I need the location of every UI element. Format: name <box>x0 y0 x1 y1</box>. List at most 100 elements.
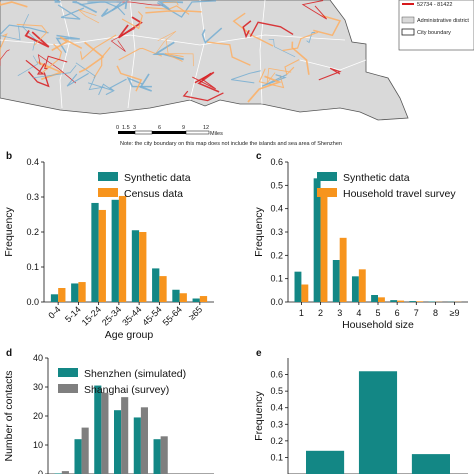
scale-tick-2: 3 <box>133 125 136 131</box>
bar-c-s1-3 <box>358 269 366 302</box>
y-tick-label: 0.6 <box>270 370 283 380</box>
route-line <box>165 38 194 67</box>
x-tick-label: 6 <box>395 308 400 318</box>
x-tick-label: 0-4 <box>46 304 62 320</box>
bar-b-s1-2 <box>98 209 106 302</box>
x-tick-label: ≥65 <box>187 304 205 322</box>
bar-c-s1-4 <box>378 297 385 302</box>
route-line <box>249 21 294 37</box>
bar-e-s0-1 <box>358 371 398 474</box>
bar-b-s0-3 <box>111 199 119 302</box>
legend-label: Census data <box>124 188 183 200</box>
y-tick-label: 0.2 <box>270 436 283 446</box>
map-scale-bar: 0 1.5 3 6 9 12 Miles <box>116 125 223 137</box>
y-tick-label: 0.3 <box>26 192 39 202</box>
bar-b-s0-1 <box>71 283 79 302</box>
chart-b: 0.00.10.20.30.40-4 5-1415-2425-3435-4445-… <box>3 157 214 341</box>
route-line <box>51 36 83 52</box>
route-line <box>121 11 143 30</box>
route-line <box>57 4 85 20</box>
y-tick-label: 0.6 <box>270 157 283 167</box>
legend-label: Household travel survey <box>343 188 456 200</box>
x-tick-label: 3 <box>337 308 342 318</box>
scale-tick-1: 1.5 <box>122 125 130 131</box>
route-line <box>145 10 202 14</box>
route-line <box>157 1 184 10</box>
scale-unit: Miles <box>210 131 223 137</box>
route-line <box>93 46 111 79</box>
route-line <box>282 31 319 52</box>
route-line <box>291 41 310 75</box>
route-line <box>182 90 224 102</box>
route-line <box>117 16 143 39</box>
route-line <box>306 31 316 44</box>
x-tick-label: 5 <box>375 308 380 318</box>
route-line <box>0 49 10 66</box>
bar-d-s1-1 <box>81 427 89 474</box>
bar-c-s1-5 <box>397 300 405 302</box>
panel-label-c: c <box>256 151 262 162</box>
y-tick-label: 0.4 <box>270 403 283 413</box>
route-line <box>284 59 300 76</box>
route-line <box>78 9 100 24</box>
y-axis-label: Frequency <box>253 390 265 440</box>
y-tick-label: 20 <box>33 411 43 421</box>
route-line <box>318 67 342 81</box>
x-tick-label: 45-54 <box>140 304 163 327</box>
bar-d-s1-0 <box>61 471 69 474</box>
x-tick-label: 1 <box>299 308 304 318</box>
bar-e-s0-2 <box>411 454 450 474</box>
route-line <box>32 65 77 79</box>
bar-c-s0-1 <box>313 178 321 302</box>
bar-d-s1-2 <box>101 392 109 474</box>
bar-c-s0-2 <box>332 260 340 302</box>
bar-d-s0-3 <box>114 410 122 474</box>
bar-b-s1-5 <box>159 276 167 302</box>
y-tick-label: 0.1 <box>270 452 283 462</box>
bar-b-s1-4 <box>139 232 147 302</box>
route-line <box>268 38 296 58</box>
route-line <box>72 1 98 14</box>
route-line <box>139 73 153 92</box>
chart-e: 0.1 0.2 0.3 0.4 0.5 0.6 Frequency <box>253 358 468 474</box>
legend-swatch <box>58 384 78 393</box>
chart-c: 0.0 0.1 0.2 0.3 0.4 0.5 0.6 1 2 3 4 5 6 7 8 ≥9 Household… <box>253 157 468 331</box>
travel-routes <box>0 0 342 103</box>
bar-c-s1-2 <box>339 237 347 302</box>
scale-tick-4: 9 <box>182 125 185 131</box>
x-tick-label: 2 <box>318 308 323 318</box>
bar-d-s0-5 <box>153 439 161 474</box>
scale-tick-5: 12 <box>203 125 209 131</box>
route-line <box>25 59 46 75</box>
y-tick-label: 0.3 <box>270 419 283 429</box>
route-line <box>27 71 50 88</box>
route-line <box>17 55 39 77</box>
legend-label: Shanghai (survey) <box>84 384 169 396</box>
y-tick-label: 30 <box>33 382 43 392</box>
legend-label: Synthetic data <box>124 172 191 184</box>
bar-d-s0-4 <box>133 417 141 474</box>
route-line <box>16 23 48 46</box>
y-tick-label: 0.2 <box>26 227 39 237</box>
route-line <box>66 72 89 87</box>
map-panel: 52734 - 81422 Administrative district Ci… <box>0 0 474 147</box>
bar-b-s1-0 <box>58 288 66 302</box>
route-line <box>156 0 217 18</box>
bar-c-s1-6 <box>416 301 424 302</box>
route-line <box>110 28 136 52</box>
route-line <box>145 5 190 15</box>
route-line <box>0 33 8 61</box>
route-line <box>79 1 124 11</box>
route-line <box>0 1 28 8</box>
route-line <box>266 67 292 85</box>
panel-label-b: b <box>6 151 12 162</box>
bar-c-s0-5 <box>390 300 398 302</box>
y-tick-label: 0.1 <box>270 274 283 284</box>
bar-d-s1-3 <box>121 397 129 474</box>
legend-label: Shenzhen (simulated) <box>84 368 186 380</box>
map-legend-range: 52734 - 81422 <box>417 2 452 8</box>
x-axis-label: Household size <box>342 319 414 331</box>
route-line <box>164 52 184 62</box>
x-tick-label: 8 <box>433 308 438 318</box>
